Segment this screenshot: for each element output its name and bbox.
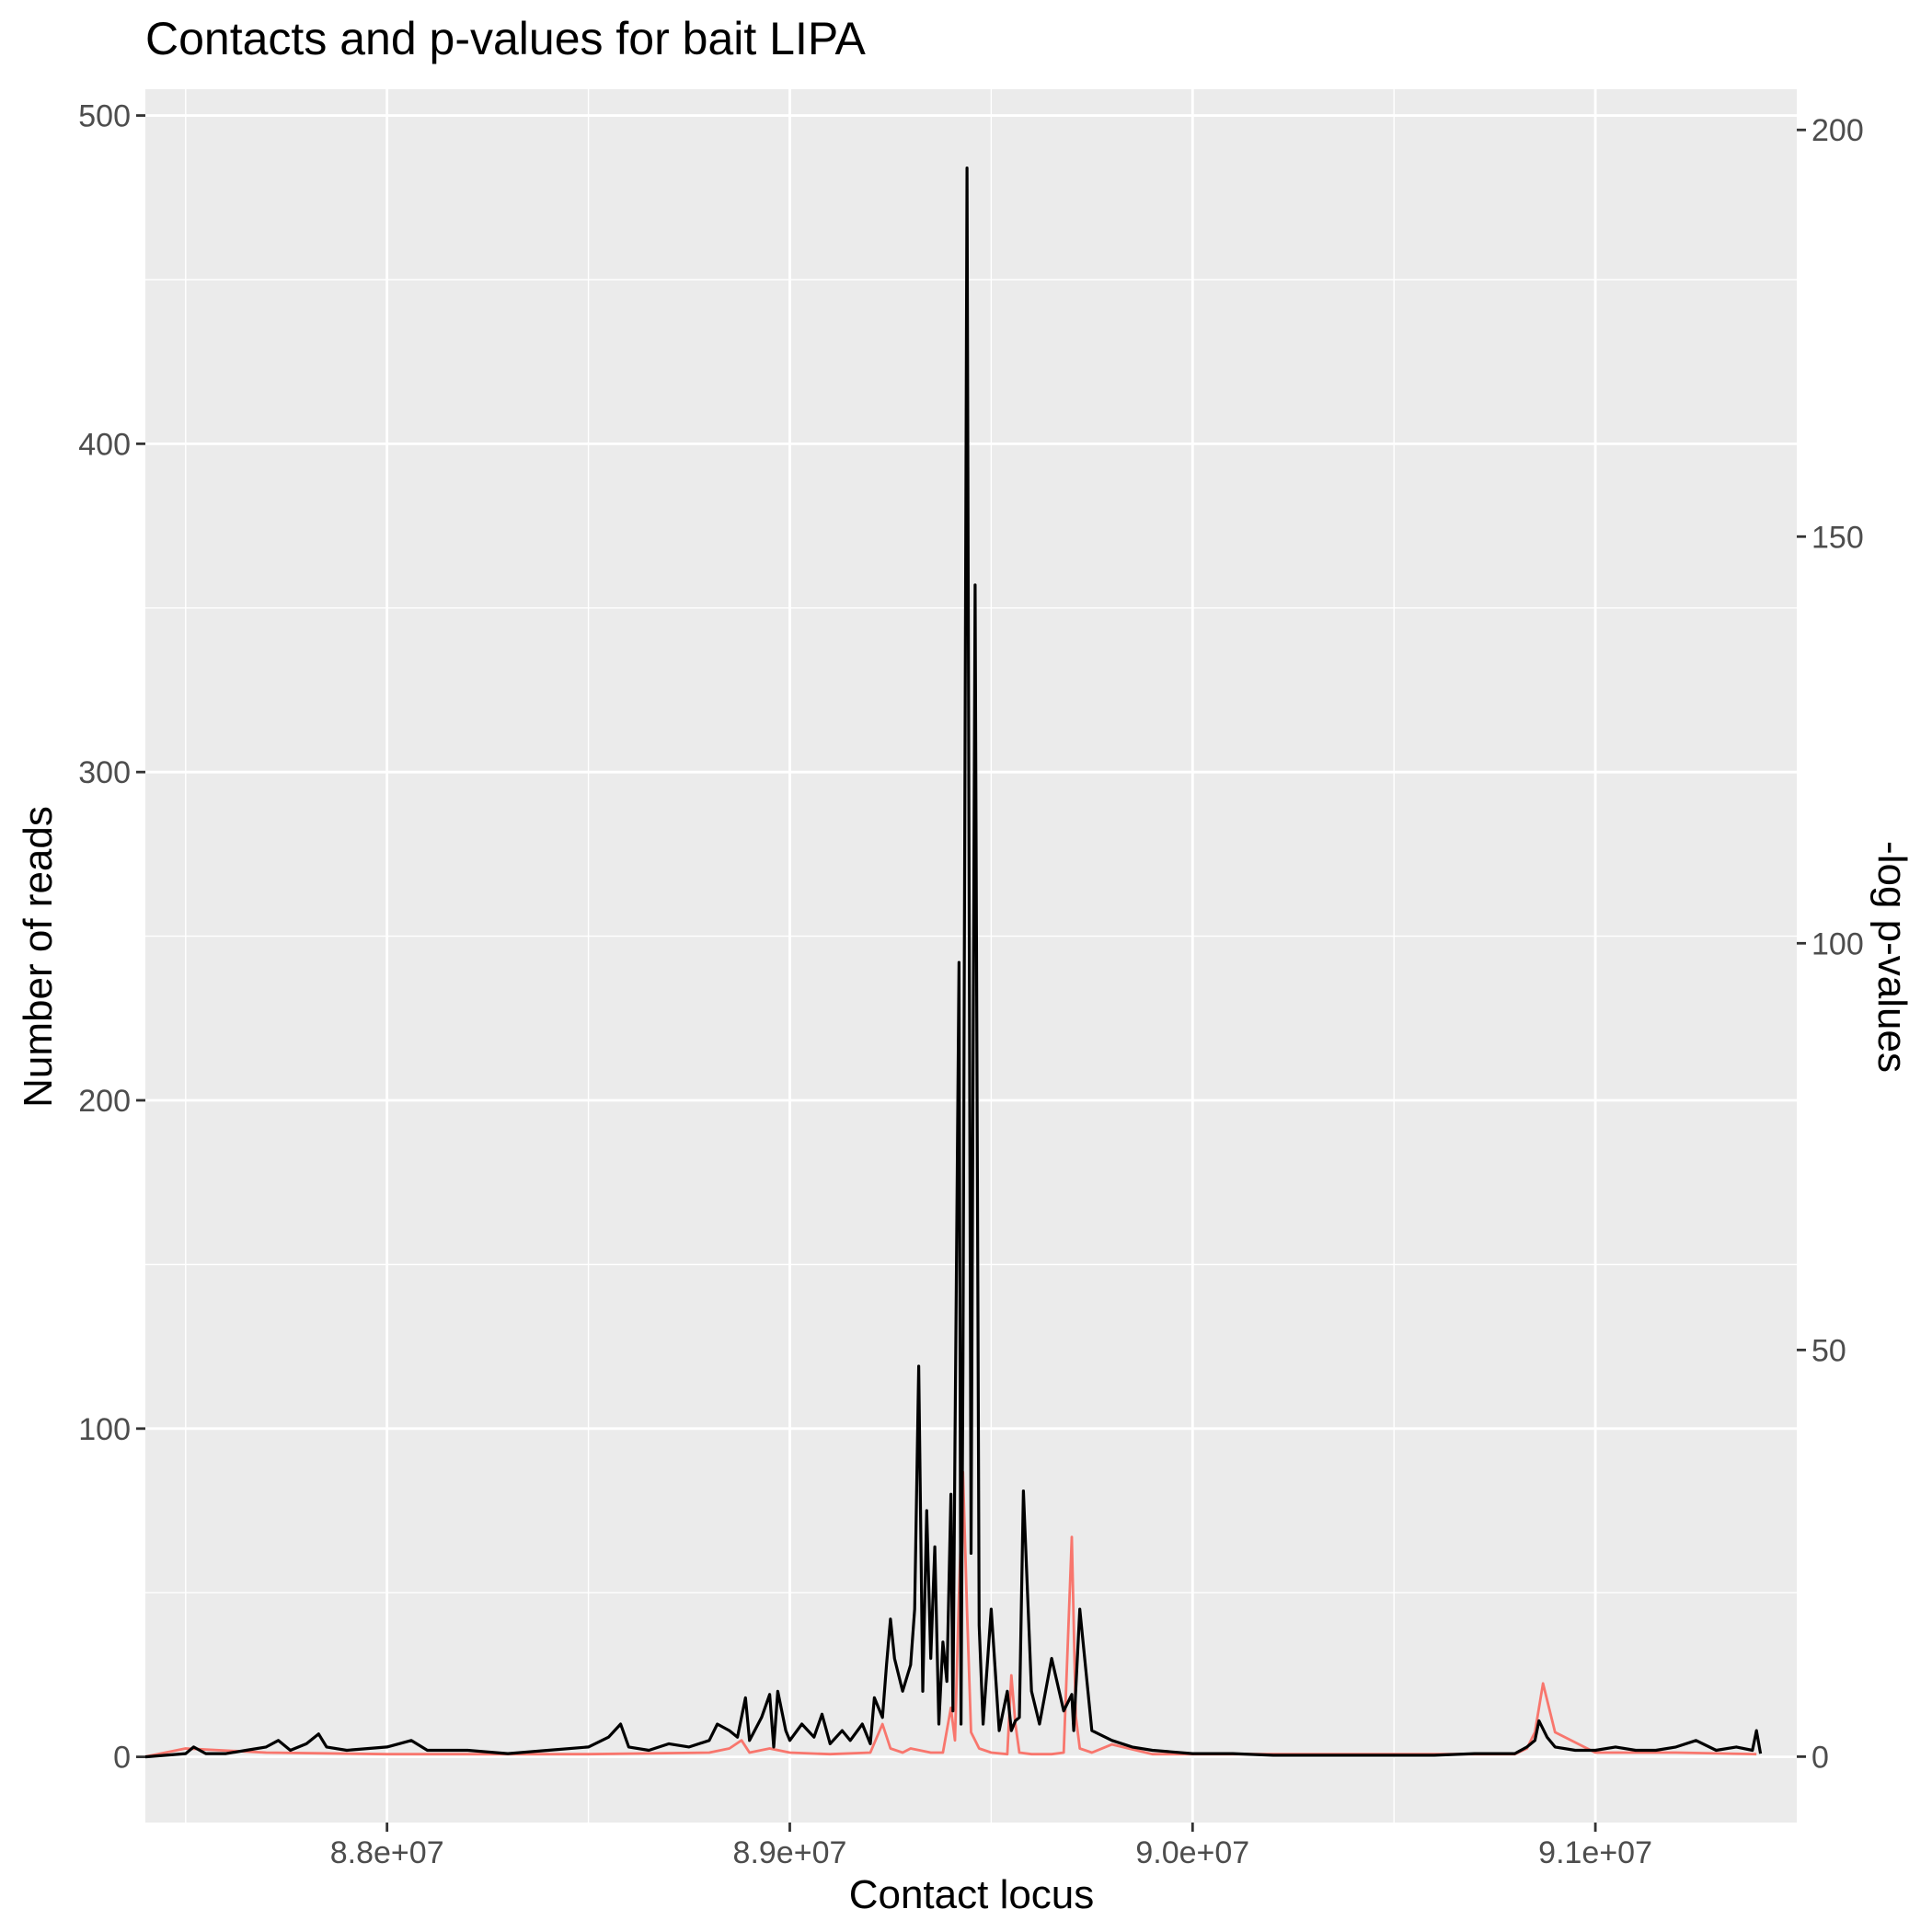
left-y-tick-label: 0 <box>113 1741 131 1776</box>
plot-panel <box>145 89 1797 1823</box>
right-y-tick-label: 150 <box>1811 520 1864 555</box>
chart-title: Contacts and p-values for bait LIPA <box>145 13 866 64</box>
right-y-tick-label: 50 <box>1811 1333 1846 1368</box>
right-y-axis-title: -log p-values <box>1869 841 1915 1073</box>
left-y-tick-label: 100 <box>78 1412 131 1447</box>
major-gridlines <box>145 89 1797 1823</box>
left-y-tick-label: 200 <box>78 1084 131 1119</box>
y-axis-title: Number of reads <box>16 806 61 1108</box>
reads-series-line <box>144 167 1763 1759</box>
left-y-tick-label: 400 <box>78 427 131 462</box>
left-y-axis: 0 100 200 300 400 500 <box>78 99 145 1776</box>
left-y-tick-label: 300 <box>78 755 131 790</box>
right-y-tick-label: 100 <box>1811 926 1864 961</box>
x-axis: 8.8e+07 8.9e+07 9.0e+07 9.1e+07 <box>330 1823 1652 1870</box>
x-tick-label: 8.8e+07 <box>330 1835 444 1870</box>
series-lines <box>144 167 1763 1759</box>
x-tick-label: 8.9e+07 <box>733 1835 847 1870</box>
left-y-tick-label: 500 <box>78 99 131 134</box>
right-y-tick-label: 0 <box>1811 1740 1829 1775</box>
x-axis-title: Contact locus <box>849 1872 1095 1917</box>
x-tick-label: 9.1e+07 <box>1538 1835 1652 1870</box>
x-tick-label: 9.0e+07 <box>1135 1835 1249 1870</box>
right-y-tick-label: 200 <box>1811 113 1864 148</box>
right-y-axis: 0 50 100 150 200 <box>1797 113 1864 1775</box>
